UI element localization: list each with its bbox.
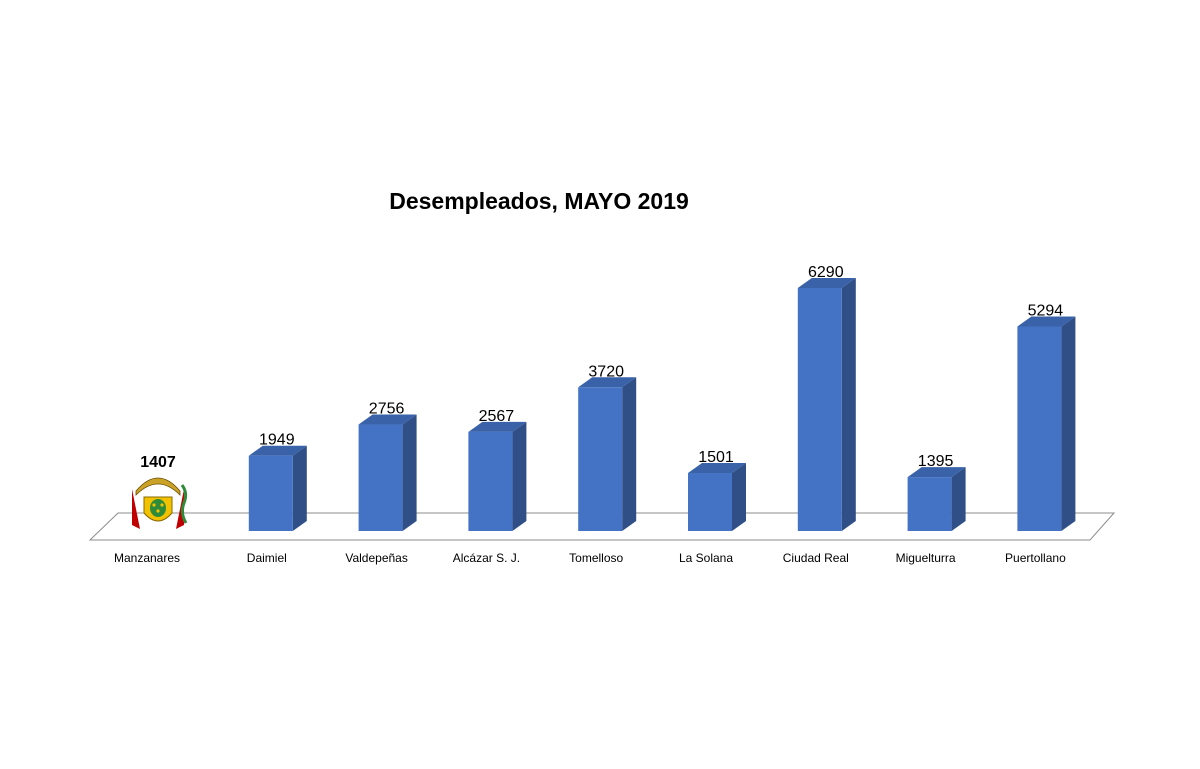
coat-of-arms-ribbon (180, 484, 188, 524)
coat-of-arms-tree (150, 499, 166, 517)
bar-daimiel (248, 455, 293, 531)
bar-top-daimiel (248, 445, 307, 456)
bar-tomelloso (578, 387, 623, 531)
bar-top-la-solana (688, 463, 746, 474)
category-label-tomelloso: Tomelloso (569, 551, 623, 565)
chart-title: Desempleados, MAYO 2019 (389, 188, 689, 214)
value-label-tomelloso: 3720 (588, 363, 624, 380)
category-label-ciudad-real: Ciudad Real (783, 551, 849, 565)
bar-side-daimiel (292, 445, 307, 531)
value-label-valdepenas: 2756 (369, 401, 405, 418)
bar-side-valdepenas (402, 414, 417, 531)
bar-top-puertollano (1017, 316, 1076, 327)
bar-side-ciudad-real (841, 278, 856, 531)
bar-side-miguelturra (951, 467, 966, 531)
value-label-la-solana: 1501 (698, 449, 734, 466)
coat-of-arms-dot (160, 503, 164, 507)
value-label-puertollano: 5294 (1028, 302, 1064, 319)
bar-top-miguelturra (907, 467, 966, 478)
value-label-ciudad-real: 6290 (808, 264, 844, 281)
category-label-valdepenas: Valdepeñas (345, 551, 408, 565)
category-label-alcazar-s-j: Alcázar S. J. (453, 551, 520, 565)
bar-top-valdepenas (358, 414, 417, 425)
category-label-daimiel: Daimiel (247, 551, 287, 565)
value-label-miguelturra: 1395 (918, 453, 954, 470)
bar-top-alcazar-s-j (468, 421, 527, 432)
coat-of-arms-manzanares (132, 477, 188, 529)
bar-puertollano (1017, 326, 1062, 531)
bar-la-solana (688, 473, 732, 531)
coat-of-arms-dot (156, 509, 160, 513)
category-label-la-solana: La Solana (679, 551, 733, 565)
value-label-daimiel: 1949 (259, 432, 295, 449)
coat-of-arms-crown (135, 477, 181, 496)
chart-marks: 1407 Manzanares 1949 Daimiel 2756 Valdepeñas 2… (114, 264, 1076, 565)
bar-alcazar-s-j (468, 431, 513, 531)
value-label-alcazar-s-j: 2567 (479, 408, 515, 425)
bar-side-la-solana (732, 463, 746, 531)
category-label-miguelturra: Miguelturra (896, 551, 956, 565)
bar-side-puertollano (1061, 316, 1076, 531)
coat-of-arms-left-mantle (132, 489, 140, 529)
bar-miguelturra (907, 477, 952, 531)
bar-top-ciudad-real (797, 278, 856, 289)
bar-ciudad-real (797, 288, 842, 531)
bar-side-tomelloso (622, 377, 637, 531)
coat-of-arms-right-mantle (176, 489, 184, 529)
bar-valdepenas (358, 424, 403, 531)
value-label-manzanares: 1407 (140, 454, 176, 471)
bar-top-tomelloso (578, 377, 637, 388)
category-label-puertollano: Puertollano (1005, 551, 1066, 565)
bar-side-alcazar-s-j (512, 421, 527, 531)
coat-of-arms-dot (152, 503, 156, 507)
category-label-manzanares: Manzanares (114, 551, 180, 565)
